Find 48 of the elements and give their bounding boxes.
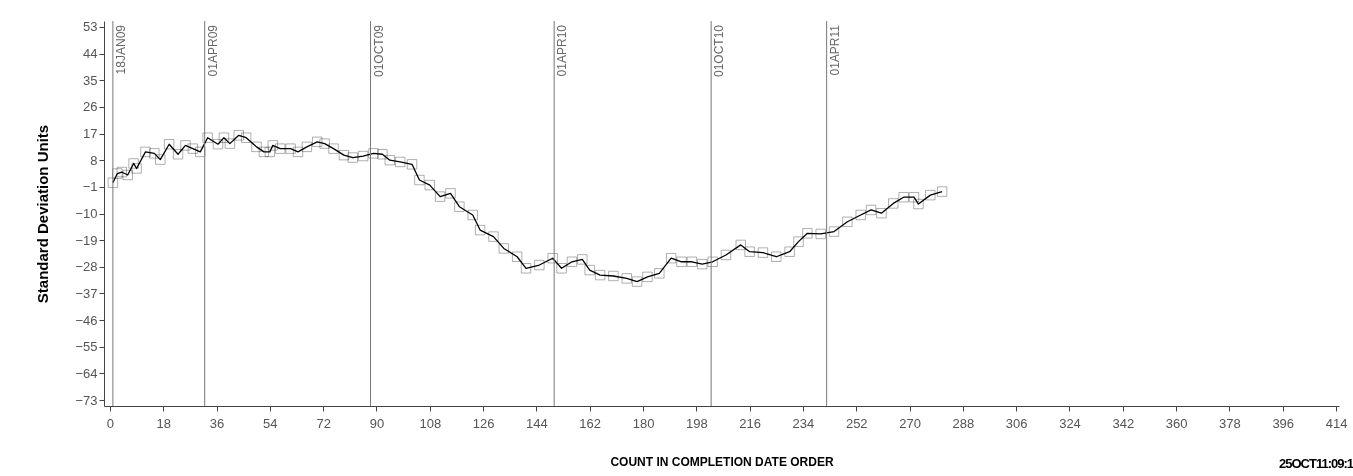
y-tick-label: 53 bbox=[83, 19, 98, 35]
x-tick-label: 342 bbox=[1112, 415, 1135, 431]
text: 25OCT11:09:1 bbox=[1279, 456, 1353, 471]
y-tick-label: 35 bbox=[83, 72, 98, 88]
x-tick-label: 54 bbox=[263, 415, 278, 431]
y-tick-label: −37 bbox=[75, 285, 98, 301]
y-tick-label: −46 bbox=[75, 312, 98, 328]
y-tick-label: −73 bbox=[75, 392, 98, 408]
ref-line-label: 01OCT10 bbox=[712, 24, 727, 78]
x-tick-label: 180 bbox=[632, 415, 655, 431]
x-axis-title: COUNT IN COMPLETION DATE ORDER bbox=[610, 454, 834, 469]
x-tick-label: 270 bbox=[899, 415, 921, 431]
y-tick-label: 17 bbox=[83, 126, 98, 142]
x-tick-label: 144 bbox=[526, 415, 548, 431]
x-tick-label: 0 bbox=[106, 415, 115, 431]
x-tick-label: 198 bbox=[685, 415, 708, 431]
y-tick-label: −19 bbox=[75, 232, 98, 248]
y-tick-label: −1 bbox=[82, 179, 98, 195]
x-tick-label: 378 bbox=[1219, 415, 1241, 431]
x-tick-label: 216 bbox=[739, 415, 761, 431]
y-tick-label: −28 bbox=[75, 259, 98, 275]
ref-line-label: 01APR11 bbox=[827, 24, 842, 76]
y-axis-title: Standard Deviation Units bbox=[34, 124, 52, 304]
ref-line-label: 18JAN09 bbox=[113, 24, 128, 75]
ref-line-label: 01APR10 bbox=[555, 24, 570, 77]
y-tick-label: −55 bbox=[75, 339, 98, 355]
ref-line-label: 01OCT09 bbox=[371, 24, 386, 78]
y-tick-label: 26 bbox=[83, 99, 98, 115]
x-tick-label: 18 bbox=[156, 415, 171, 431]
x-tick-label: 36 bbox=[209, 415, 225, 431]
x-tick-label: 90 bbox=[369, 415, 385, 431]
ref-line-label: 01APR09 bbox=[205, 24, 220, 77]
x-tick-label: 234 bbox=[792, 415, 815, 431]
y-tick-label: −10 bbox=[75, 206, 98, 221]
y-tick-label: −64 bbox=[75, 365, 98, 381]
x-tick-label: 108 bbox=[419, 415, 442, 431]
x-tick-label: 162 bbox=[579, 415, 602, 431]
x-tick-label: 324 bbox=[1059, 415, 1081, 431]
x-tick-label: 72 bbox=[316, 415, 331, 431]
x-tick-label: 306 bbox=[1005, 415, 1028, 431]
x-tick-label: 288 bbox=[952, 415, 975, 431]
y-tick-label: 44 bbox=[83, 46, 98, 62]
x-tick-label: 360 bbox=[1165, 415, 1188, 431]
y-tick-label: 8 bbox=[90, 152, 98, 168]
x-tick-label: 396 bbox=[1272, 415, 1295, 431]
x-tick-label: 126 bbox=[472, 415, 495, 431]
x-tick-label: 414 bbox=[1325, 415, 1348, 431]
x-tick-label: 252 bbox=[845, 415, 868, 431]
